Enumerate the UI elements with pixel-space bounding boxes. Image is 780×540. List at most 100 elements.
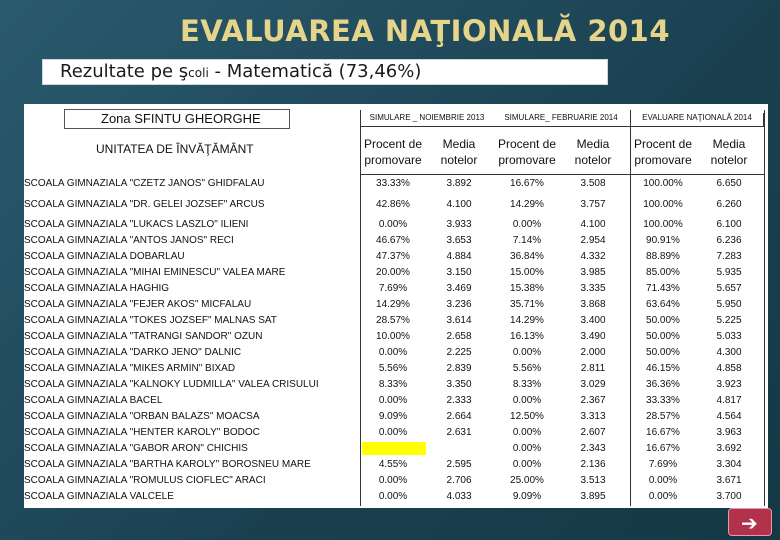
table-cell: 63.64% xyxy=(646,299,680,310)
table-cell: 3.513 xyxy=(580,475,606,486)
table-cell: 4.300 xyxy=(716,347,742,358)
table-cell: 85.00% xyxy=(646,267,680,278)
table-cell: 7.69% xyxy=(378,283,408,294)
table-cell: 5.935 xyxy=(716,267,742,278)
table-cell: 3.335 xyxy=(580,283,606,294)
table-cell: 35.71% xyxy=(510,299,544,310)
school-name: SCOALA GIMNAZIALA "LUKACS LASZLO" ILIENI xyxy=(24,219,249,230)
school-name: SCOALA GIMNAZIALA "ANTOS JANOS" RECI xyxy=(24,235,234,246)
table-cell: 3.933 xyxy=(446,219,472,230)
results-table: Zona SFINTU GHEORGHE UNITATEA DE ÎNVĂŢĂM… xyxy=(24,104,768,508)
table-cell: 2.631 xyxy=(446,427,472,438)
table-row: SCOALA GIMNAZIALA "HENTER KAROLY" BODOC 0… xyxy=(24,425,768,441)
school-name: SCOALA GIMNAZIALA BACEL xyxy=(24,395,163,406)
table-cell: 16.67% xyxy=(646,427,680,438)
table-cell: 3.868 xyxy=(580,299,606,310)
table-cell: 4.100 xyxy=(446,199,472,210)
table-cell: 3.985 xyxy=(580,267,606,278)
table-cell: 3.350 xyxy=(446,379,472,390)
table-row: SCOALA GIMNAZIALA BACEL 0.00% 2.333 0.00% 2.… xyxy=(24,393,768,409)
table-cell: 46.67% xyxy=(376,235,410,246)
table-cell: 7.14% xyxy=(512,235,542,246)
table-cell: 15.00% xyxy=(510,267,544,278)
school-name: SCOALA GIMNAZIALA HAGHIG xyxy=(24,283,170,294)
arrow-right-icon: ➔ xyxy=(741,511,758,535)
table-row: SCOALA GIMNAZIALA "CZETZ JANOS" GHIDFALA… xyxy=(24,176,768,192)
table-cell: 5.033 xyxy=(716,331,742,342)
table-row: SCOALA GIMNAZIALA "KALNOKY LUDMILLA" VAL… xyxy=(24,377,768,393)
school-name: SCOALA GIMNAZIALA "MIHAI EMINESCU" VALEA… xyxy=(24,267,286,278)
table-row: SCOALA GIMNAZIALA "MIKES ARMIN" BIXAD 5.5… xyxy=(24,361,768,377)
table-cell: 3.150 xyxy=(446,267,472,278)
col-header-pct-1: Procent de promovare xyxy=(363,137,423,167)
table-cell: 3.469 xyxy=(446,283,472,294)
school-name: SCOALA GIMNAZIALA DOBARLAU xyxy=(24,251,185,262)
table-row: SCOALA GIMNAZIALA HAGHIG 7.69% 3.469 15.38%… xyxy=(24,281,768,297)
table-cell: 14.29% xyxy=(376,299,410,310)
table-cell: 3.614 xyxy=(446,315,472,326)
table-cell: 0.00% xyxy=(512,443,542,454)
table-cell: 2.954 xyxy=(580,235,606,246)
table-cell: 50.00% xyxy=(646,331,680,342)
table-cell: 3.671 xyxy=(716,475,742,486)
table-cell: 4.332 xyxy=(580,251,606,262)
table-row: SCOALA GIMNAZIALA "DARKO JENO" DALNIC 0.0… xyxy=(24,345,768,361)
divider xyxy=(360,110,361,506)
table-cell: 7.69% xyxy=(648,459,678,470)
table-cell: 2.136 xyxy=(580,459,606,470)
table-cell: 2.000 xyxy=(580,347,606,358)
school-name: SCOALA GIMNAZIALA "TATRANGI SANDOR" OZUN xyxy=(24,331,263,342)
table-cell: 5.56% xyxy=(512,363,542,374)
school-name: SCOALA GIMNAZIALA "KALNOKY LUDMILLA" VAL… xyxy=(24,379,319,390)
table-cell: 4.884 xyxy=(446,251,472,262)
school-name: SCOALA GIMNAZIALA "DR. GELEI JOZSEF" ARC… xyxy=(24,199,265,210)
table-cell: 9.09% xyxy=(378,411,408,422)
table-cell: 4.817 xyxy=(716,395,742,406)
table-row: SCOALA GIMNAZIALA "ANTOS JANOS" RECI 46.6… xyxy=(24,233,768,249)
table-cell: 2.343 xyxy=(580,443,606,454)
school-name: SCOALA GIMNAZIALA "GABOR ARON" CHICHIS xyxy=(24,443,248,454)
school-name: SCOALA GIMNAZIALA "DARKO JENO" DALNIC xyxy=(24,347,242,358)
table-cell: 3.963 xyxy=(716,427,742,438)
divider xyxy=(360,174,764,175)
table-row: SCOALA GIMNAZIALA "BARTHA KAROLY" BOROSN… xyxy=(24,457,768,473)
subtitle-small: coli xyxy=(188,66,209,80)
table-cell: 3.923 xyxy=(716,379,742,390)
school-name: SCOALA GIMNAZIALA "FEJER AKOS" MICFALAU xyxy=(24,299,252,310)
table-cell: 20.00% xyxy=(376,267,410,278)
table-row: SCOALA GIMNAZIALA "ORBAN BALAZS" MOACSA 9… xyxy=(24,409,768,425)
table-row: SCOALA GIMNAZIALA "FEJER AKOS" MICFALAU 1… xyxy=(24,297,768,313)
school-name: SCOALA GIMNAZIALA "MIKES ARMIN" BIXAD xyxy=(24,363,236,374)
unit-header: UNITATEA DE ÎNVĂŢĂMÂNT xyxy=(96,142,254,156)
zone-label: Zona SFINTU GHEORGHE xyxy=(64,109,290,129)
table-row: SCOALA GIMNAZIALA "MIHAI EMINESCU" VALEA… xyxy=(24,265,768,281)
table-cell: 28.57% xyxy=(646,411,680,422)
table-cell: 6.650 xyxy=(716,178,742,189)
table-cell: 3.304 xyxy=(716,459,742,470)
table-cell: 8.33% xyxy=(512,379,542,390)
table-row: SCOALA GIMNAZIALA DOBARLAU 47.37% 4.884 36.… xyxy=(24,249,768,265)
table-cell: 50.00% xyxy=(646,315,680,326)
table-cell: 6.260 xyxy=(716,199,742,210)
table-cell xyxy=(426,441,492,457)
subtitle-main: Rezultate pe ş xyxy=(60,61,189,82)
table-cell: 90.91% xyxy=(646,235,680,246)
phase-header-nov-2013: SIMULARE _ NOIEMBRIE 2013 xyxy=(369,113,485,122)
table-row: SCOALA GIMNAZIALA "TATRANGI SANDOR" OZUN… xyxy=(24,329,768,345)
table-cell: 42.86% xyxy=(376,199,410,210)
table-cell: 15.38% xyxy=(510,283,544,294)
page-title: EVALUAREA NAŢIONALĂ 2014 xyxy=(179,14,671,48)
table-cell: 3.653 xyxy=(446,235,472,246)
next-slide-button[interactable]: ➔ xyxy=(728,508,772,536)
table-cell: 33.33% xyxy=(646,395,680,406)
table-cell: 3.029 xyxy=(580,379,606,390)
table-row: SCOALA GIMNAZIALA "TOKES JOZSEF" MALNAS … xyxy=(24,313,768,329)
table-cell: 0.00% xyxy=(378,347,408,358)
col-header-pct-2: Procent de promovare xyxy=(497,137,557,167)
table-cell: 2.595 xyxy=(446,459,472,470)
divider xyxy=(764,110,765,506)
table-cell: 5.657 xyxy=(716,283,742,294)
table-cell: 0.00% xyxy=(378,427,408,438)
divider xyxy=(630,110,631,506)
school-name: SCOALA GIMNAZIALA "TOKES JOZSEF" MALNAS … xyxy=(24,315,277,326)
